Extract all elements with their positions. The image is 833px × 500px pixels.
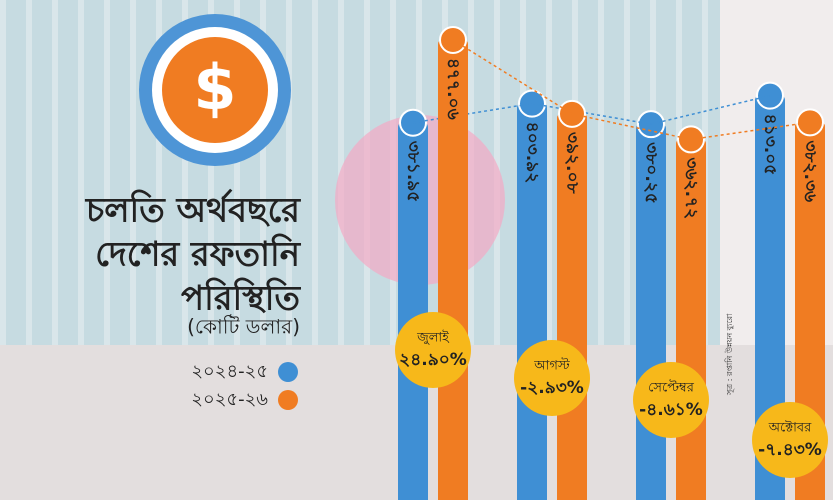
- growth-label: -২.৯৩%: [520, 378, 584, 398]
- connector: [571, 113, 692, 141]
- dollar-icon: $: [193, 51, 236, 124]
- growth-label: -৪.৬১%: [639, 400, 703, 420]
- growth-label: -৭.৪৩%: [758, 440, 822, 460]
- category-label: সেপ্টেম্বর: [648, 380, 695, 396]
- connector: [650, 94, 771, 125]
- category-label: আগস্ট: [533, 358, 570, 374]
- connector: [690, 121, 811, 141]
- legend-swatch: [278, 390, 298, 410]
- connector: [452, 39, 573, 115]
- category-label: অক্টোবর: [768, 421, 812, 436]
- legend-label: ২০২৪-২৫: [191, 361, 268, 382]
- category-label: জুলাই: [416, 330, 450, 346]
- chart-subtitle: (কোটি ডলার): [187, 315, 300, 339]
- value-label: ৩৮১.৯৫: [403, 141, 423, 203]
- growth-label: ২৪.৯০%: [399, 350, 467, 370]
- chart-title: দেশের রফতানি: [95, 234, 302, 275]
- chart-title: চলতি অর্থবছরে: [85, 189, 301, 231]
- connector: [531, 102, 652, 125]
- legend-label: ২০২৫-২৬: [191, 389, 268, 410]
- value-label: ৩৮২.৩৬: [800, 140, 820, 202]
- bar: [755, 95, 785, 500]
- growth-badge: [395, 312, 471, 388]
- value-label: ৩৬২.৭২: [681, 157, 701, 219]
- legend-swatch: [278, 362, 298, 382]
- value-label: ৪৭৭.০৬: [443, 58, 463, 120]
- value-label: ৪১৩.০৫: [760, 114, 780, 176]
- icon-coin: [162, 37, 268, 143]
- chart-title: পরিস্থিতি: [181, 278, 301, 319]
- source: সূত্র : রপ্তানি উন্নয়ন ব্যুরো: [724, 313, 734, 396]
- value-label: ৩৮০.২৫: [641, 142, 661, 204]
- value-label: ৪০৩.৯২: [522, 122, 542, 184]
- bar: [398, 122, 428, 500]
- growth-badge: [633, 362, 709, 438]
- growth-badge: [752, 402, 828, 478]
- value-label: ৩৯২.০৮: [562, 132, 582, 195]
- growth-badge: [514, 340, 590, 416]
- connector: [412, 102, 533, 124]
